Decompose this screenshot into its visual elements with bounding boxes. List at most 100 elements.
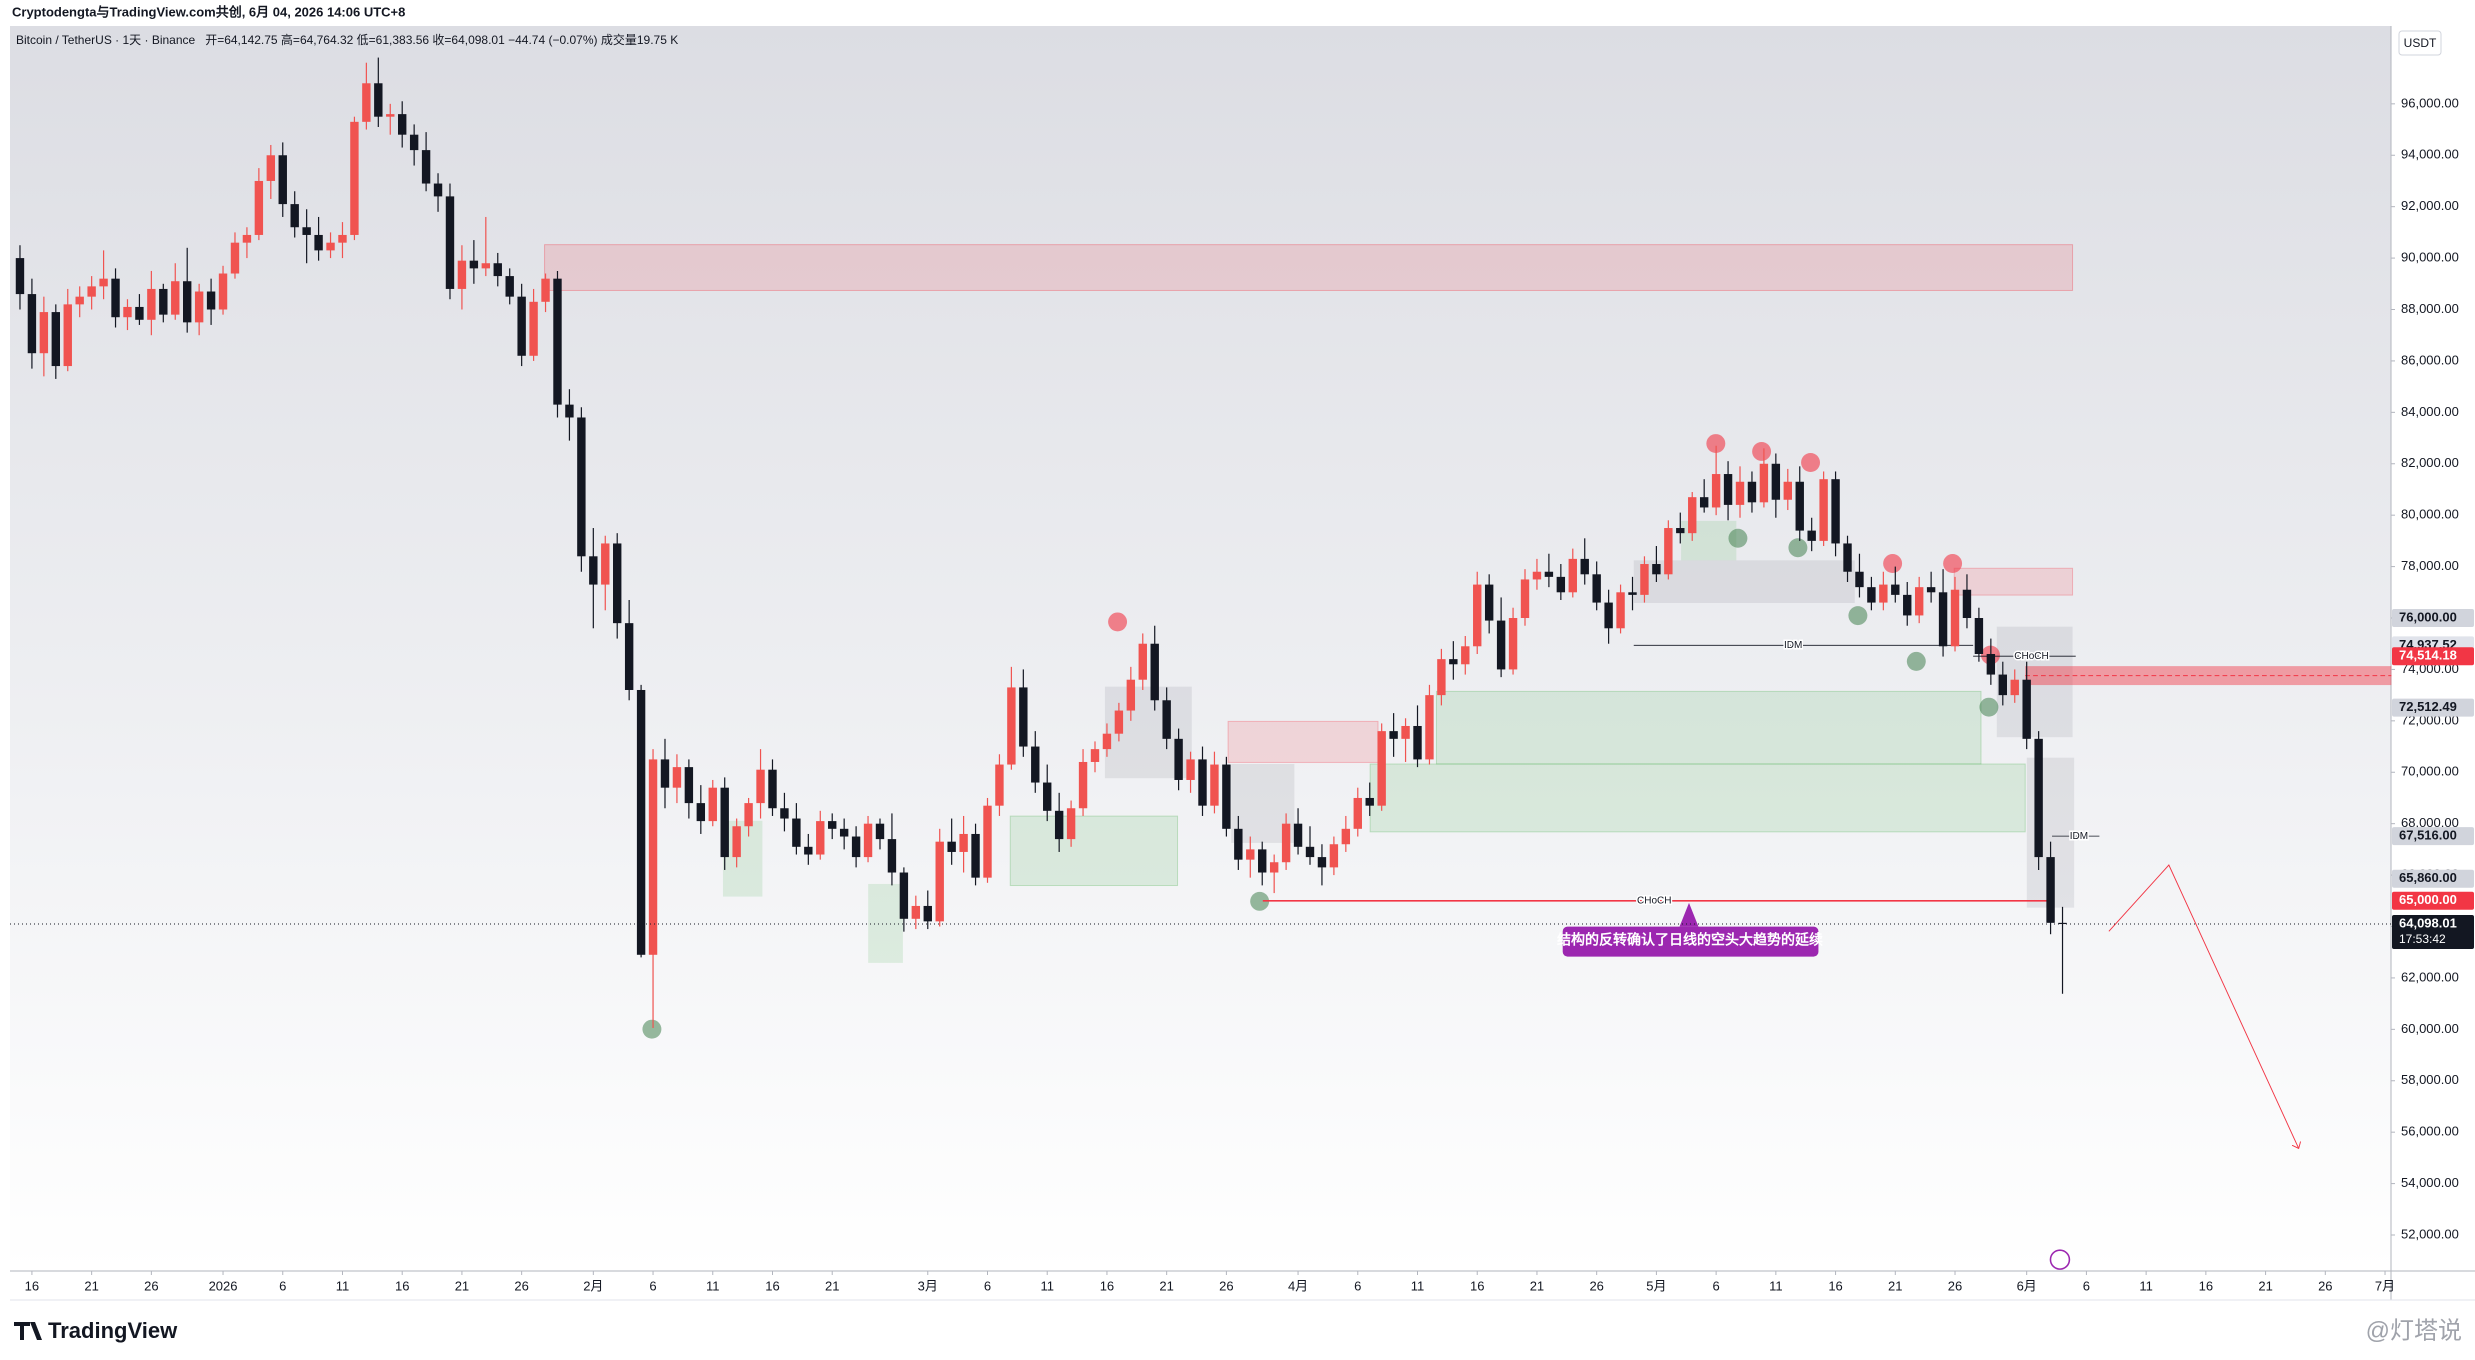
candle-body [517,296,526,356]
candle-body [63,304,72,367]
candle-body [1496,620,1506,670]
candle-body [1903,594,1912,616]
x-tick-label: 16 [395,1278,409,1293]
x-tick-label: 21 [84,1278,98,1293]
candle-body [445,196,455,289]
candle-body [266,155,276,181]
candle-body [923,905,932,922]
candle-body [1938,592,1948,647]
x-tick-label: 5月 [1646,1278,1666,1293]
x-tick-label: 6 [1713,1278,1720,1293]
candle-body [1867,587,1876,603]
footer-brand: TradingView [48,1318,178,1343]
candle-body [111,278,120,318]
currency-label[interactable]: USDT [2404,36,2437,50]
candle-body [182,281,192,323]
candle-body [660,759,670,788]
x-tick-label: 16 [25,1278,39,1293]
order-block [1953,567,2074,596]
smc-zones [544,244,2392,1270]
y-tick-label: 90,000.00 [2401,250,2459,265]
candle-body [636,689,646,955]
candle-body [983,805,992,878]
x-tick-label: 2月 [583,1278,603,1293]
price-label-box [2392,891,2474,910]
candle-body [1508,618,1518,670]
candle-body [1305,846,1315,858]
candle-body [1162,700,1171,739]
candle-body [732,826,741,858]
candle-body [1926,587,1936,593]
candle-body [1425,695,1434,760]
candle-body [1329,844,1339,868]
price-label-box [2392,914,2474,949]
candle-body [1365,797,1374,806]
candle-body [457,260,467,289]
candle-body [744,803,753,827]
fair-value-gap [1996,626,2073,738]
y-tick-label: 56,000.00 [2401,1124,2459,1139]
y-tick-label: 96,000.00 [2401,95,2459,110]
candle-body [1688,497,1697,534]
price-label: 76,000.00 [2399,609,2457,624]
candle-body [87,286,96,297]
x-tick-label: 11 [1769,1278,1783,1293]
x-tick-label: 16 [1828,1278,1842,1293]
candle-body [1771,463,1781,500]
candle-body [911,905,921,919]
candle-body [2022,679,2031,739]
candle-body [1986,653,1996,675]
swing-low [1906,651,1926,671]
annotation-box [1562,926,1819,957]
candle-body [1664,528,1673,575]
annotation-text: 结构的反转确认了日线的空头大趋势的延续 [1557,932,1823,948]
candle-body [1914,587,1924,616]
x-tick-label: 6月 [2017,1278,2037,1293]
candle-body [839,828,849,837]
candle-body [1258,849,1267,873]
chart-title: Bitcoin / TetherUS · 1天 · Binance [16,33,196,47]
y-tick-label: 86,000.00 [2401,352,2459,367]
candle-body [959,833,968,852]
x-tick-label: 2026 [209,1278,238,1293]
candle-body [589,556,598,585]
x-tick-label: 16 [1470,1278,1484,1293]
candle-body [159,288,168,315]
swing-low [1728,528,1748,548]
price-label: 64,098.01 [2399,915,2457,930]
candle-body [553,278,562,405]
candle-body [409,134,419,151]
y-tick-label: 92,000.00 [2401,198,2459,213]
x-tick-label: 21 [455,1278,469,1293]
candle-body [39,312,49,354]
candle-body [851,836,861,858]
swing-low [1788,538,1808,558]
candle-body [1090,749,1100,762]
symbol-legend: Bitcoin / TetherUS · 1天 · Binance 开=64,14… [16,32,678,47]
y-tick-label: 84,000.00 [2401,404,2459,419]
y-tick-label: 58,000.00 [2401,1072,2459,1087]
candle-body [1532,571,1542,580]
y-tick-label: 82,000.00 [2401,455,2459,470]
candle-body [1891,584,1900,595]
candle-body [1437,659,1446,696]
candle-body [1078,761,1088,809]
candle-body [971,833,980,878]
x-tick-label: 26 [1948,1278,1962,1293]
swing-high [1943,554,1963,573]
candle-body [481,263,491,269]
candle-body [1520,579,1530,619]
candle-body [1174,738,1183,780]
candle-body [1043,782,1052,811]
candle-body [2034,738,2043,858]
candle-body [1413,725,1422,760]
currency-button[interactable] [2398,30,2442,56]
candle-body [1855,571,1864,588]
candle-body [1628,592,1637,595]
candle-body [792,818,801,847]
price-label-box [2392,869,2474,888]
x-tick-label: 21 [1530,1278,1544,1293]
candle-body [577,417,586,557]
y-tick-label: 62,000.00 [2401,969,2459,984]
